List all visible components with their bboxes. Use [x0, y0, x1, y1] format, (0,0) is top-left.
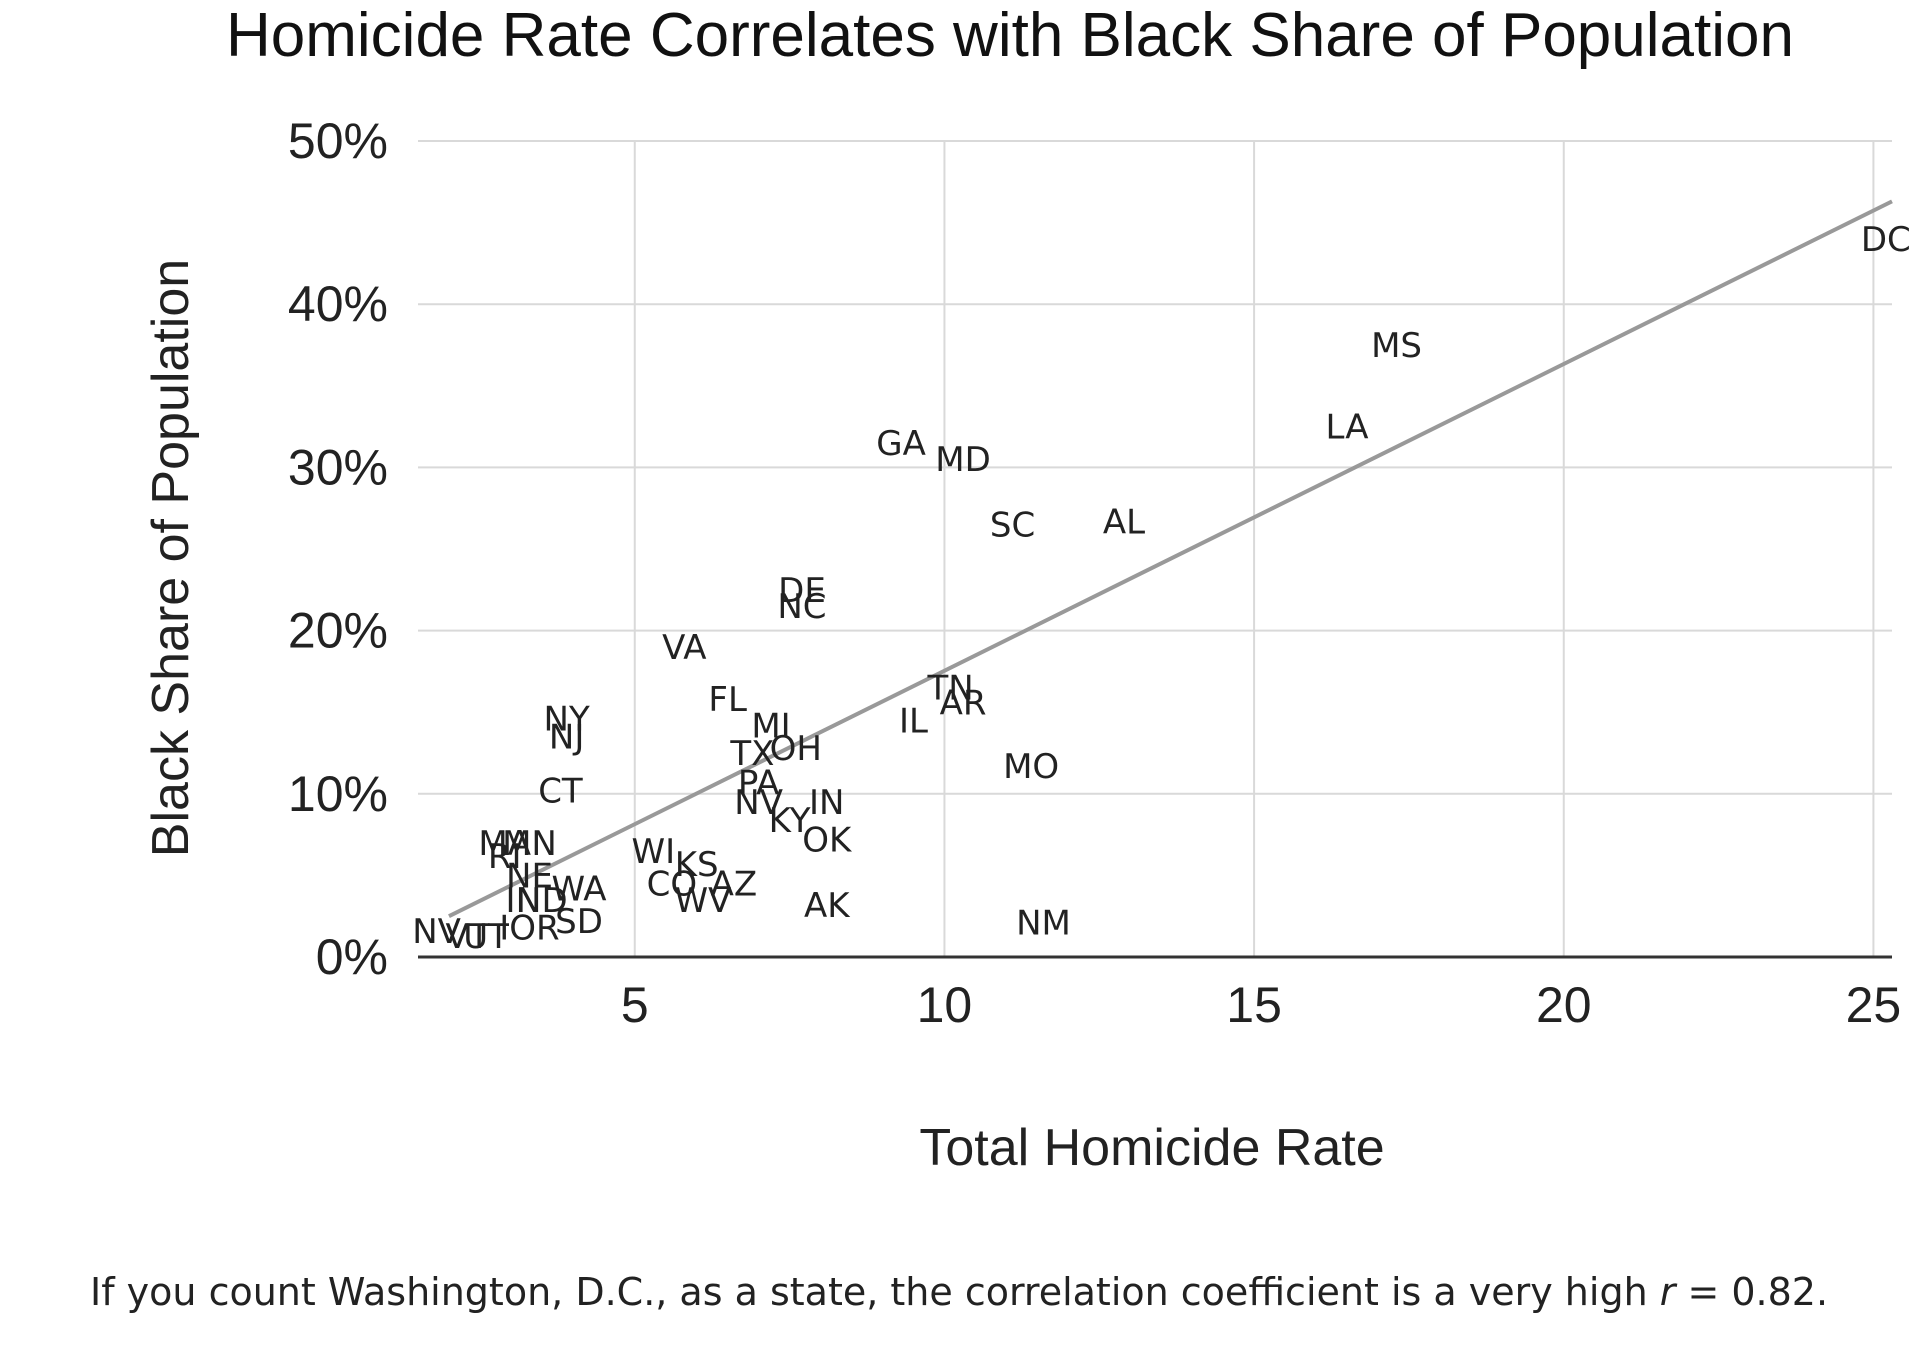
point-label-ar: AR: [940, 683, 987, 723]
point-label-al: AL: [1103, 502, 1145, 542]
chart-title: Homicide Rate Correlates with Black Shar…: [226, 1, 1794, 70]
x-tick-label: 15: [1226, 977, 1282, 1033]
trendline: [448, 199, 1893, 918]
point-label-va: VA: [662, 628, 706, 668]
x-tick-label: 5: [621, 977, 649, 1033]
point-label-tx: TX: [729, 734, 774, 774]
point-label-in: IN: [809, 783, 844, 823]
trendline-layer: [448, 199, 1893, 918]
point-label-il: IL: [899, 701, 928, 741]
y-tick-label: 30%: [288, 439, 388, 495]
grid-layer: [418, 140, 1892, 957]
point-label-ky: KY: [769, 801, 811, 841]
point-label-vt: VT: [446, 917, 490, 957]
point-label-ne: NE: [506, 856, 553, 896]
caption-variable: r: [1659, 1270, 1676, 1314]
tick-label-layer: 0% 10% 20% 30% 40% 50% 5 10 15 20 25: [288, 113, 1901, 1033]
caption-text-before: If you count Washington, D.C., as a stat…: [90, 1270, 1660, 1314]
point-label-ok: OK: [802, 820, 853, 860]
point-label-ak: AK: [804, 886, 851, 926]
point-label-sc: SC: [990, 506, 1035, 546]
point-label-de: DE: [778, 571, 826, 611]
y-tick-label: 50%: [288, 113, 388, 169]
point-label-az: AZ: [711, 865, 758, 905]
point-label-la: LA: [1325, 408, 1368, 448]
point-label-dc: DC: [1861, 220, 1911, 260]
point-label-mo: MO: [1003, 747, 1059, 787]
x-axis-title: Total Homicide Rate: [919, 1119, 1384, 1177]
x-tick-label: 20: [1536, 977, 1592, 1033]
point-label-tn: TN: [927, 669, 974, 709]
point-label-mi: MI: [751, 706, 790, 746]
point-label-wa: WA: [552, 869, 607, 909]
point-label-ri: RI: [488, 837, 522, 877]
point-label-ga: GA: [876, 424, 926, 464]
point-label-mn: MN: [502, 824, 557, 864]
point-label-pa: PA: [738, 763, 780, 803]
point-label-ior: IOR: [499, 909, 559, 949]
y-axis-title: Black Share of Population: [142, 259, 200, 857]
point-label-ms: MS: [1371, 326, 1422, 366]
point-label-nv: NV: [412, 912, 461, 952]
y-tick-label: 40%: [288, 276, 388, 332]
point-label-fl: FL: [708, 680, 747, 720]
y-tick-label: 20%: [288, 603, 388, 659]
point-label-ut: UT: [463, 917, 509, 957]
point-label-ny: NY: [544, 700, 590, 740]
point-label-sd: SD: [555, 902, 603, 942]
caption-text-after: = 0.82.: [1675, 1270, 1829, 1314]
point-label-nc: NC: [777, 587, 826, 627]
x-tick-label: 10: [917, 977, 973, 1033]
point-label-oh: OH: [770, 729, 822, 769]
point-label-in: IN: [506, 881, 541, 921]
point-label-nv: NV: [734, 783, 783, 823]
point-label-wv: WV: [674, 881, 731, 921]
point-label-ct: CT: [538, 772, 583, 812]
point-label-co: CO: [647, 865, 698, 905]
x-tick-label: 25: [1846, 977, 1902, 1033]
point-label-nd: ND: [516, 881, 568, 921]
point-label-nm: NM: [1016, 904, 1071, 944]
point-label-ma: MA: [478, 824, 531, 864]
y-tick-label: 0%: [316, 929, 388, 985]
point-label-ks: KS: [675, 845, 719, 885]
y-tick-label: 10%: [288, 766, 388, 822]
point-label-nj: NJ: [549, 718, 584, 758]
point-label-wi: WI: [632, 832, 676, 872]
point-label-md: MD: [935, 440, 991, 480]
caption: If you count Washington, D.C., as a stat…: [90, 1270, 1890, 1314]
